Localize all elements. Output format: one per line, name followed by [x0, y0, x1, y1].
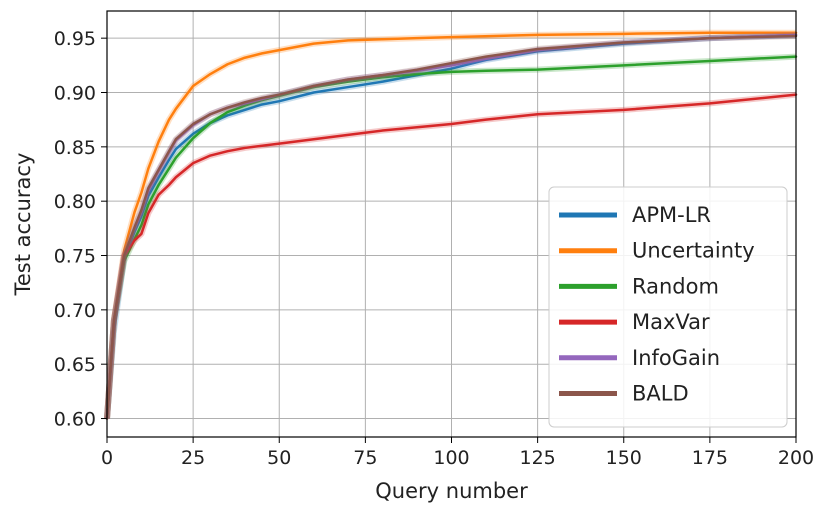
y-tick-label: 0.60 [54, 409, 96, 431]
legend-label: InfoGain [632, 346, 720, 370]
legend: APM-LR Uncertainty Random MaxVar InfoGain BAL… [548, 186, 788, 428]
legend-box [548, 186, 788, 428]
y-axis-label: Test accuracy [11, 153, 35, 297]
x-tick-label: 200 [778, 447, 814, 469]
x-tick-label: 50 [267, 447, 291, 469]
x-tick-label: 0 [101, 447, 113, 469]
series-lines [104, 29, 798, 420]
series-line-2 [105, 55, 798, 420]
y-tick-label: 0.95 [54, 28, 96, 50]
x-tick-label: 75 [353, 447, 377, 469]
series-line-3 [105, 93, 798, 420]
legend-label: BALD [632, 382, 689, 406]
legend-label: MaxVar [632, 310, 710, 334]
x-tick-label: 100 [433, 447, 469, 469]
series-line-1 [105, 31, 798, 420]
x-tick-label: 175 [692, 447, 728, 469]
x-tick-label: 25 [181, 447, 205, 469]
legend-label: Random [632, 274, 719, 298]
legend-label: Uncertainty [632, 239, 755, 263]
y-tick-label: 0.80 [54, 191, 96, 213]
y-tick-label: 0.85 [54, 137, 96, 159]
x-tick-label: 125 [519, 447, 555, 469]
legend-label: APM-LR [632, 203, 711, 227]
series-line-5 [105, 34, 798, 420]
y-tick-label: 0.90 [54, 83, 96, 105]
x-axis-label: Query number [375, 479, 528, 503]
y-tick-label: 0.75 [54, 246, 96, 268]
x-axis-ticks: 0 25 50 75 100 125 150 175 200 [101, 437, 814, 469]
y-axis-ticks: 0.60 0.65 0.70 0.75 0.80 0.85 0.90 0.95 [54, 28, 107, 431]
y-tick-label: 0.65 [54, 354, 96, 376]
y-tick-label: 0.70 [54, 300, 96, 322]
x-tick-label: 150 [606, 447, 642, 469]
